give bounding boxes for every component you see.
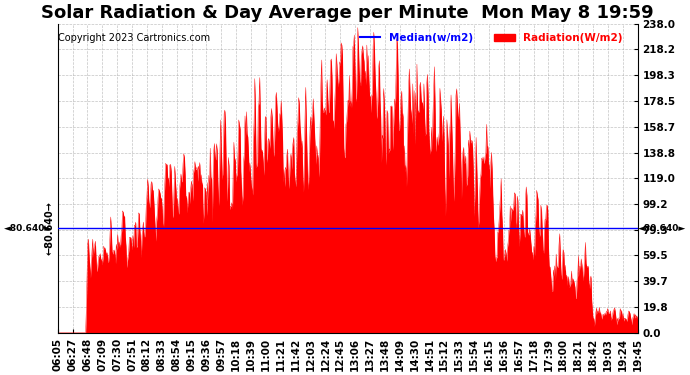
- Title: Solar Radiation & Day Average per Minute  Mon May 8 19:59: Solar Radiation & Day Average per Minute…: [41, 4, 654, 22]
- Text: ◄80.640►: ◄80.640►: [638, 224, 686, 232]
- Text: ←80.640→: ←80.640→: [45, 201, 55, 255]
- Text: Copyright 2023 Cartronics.com: Copyright 2023 Cartronics.com: [59, 33, 210, 43]
- Legend: Median(w/m2), Radiation(W/m2): Median(w/m2), Radiation(W/m2): [355, 29, 627, 47]
- Text: ◄80.640►: ◄80.640►: [3, 224, 52, 232]
